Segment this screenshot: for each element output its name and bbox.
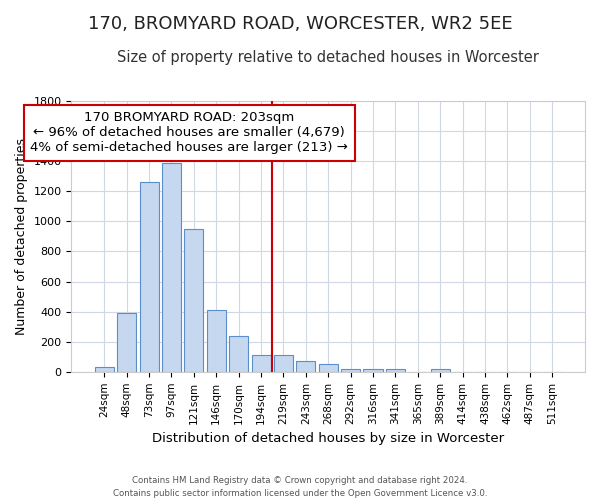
Bar (296, 362, 316, 372)
Y-axis label: Number of detached properties: Number of detached properties (15, 138, 28, 335)
Bar (341, 369, 360, 372)
Bar (251, 354, 271, 372)
Bar (431, 369, 449, 372)
Text: Contains HM Land Registry data © Crown copyright and database right 2024.
Contai: Contains HM Land Registry data © Crown c… (113, 476, 487, 498)
Bar (117, 313, 136, 372)
Text: 170, BROMYARD ROAD, WORCESTER, WR2 5EE: 170, BROMYARD ROAD, WORCESTER, WR2 5EE (88, 15, 512, 33)
Bar (162, 162, 181, 372)
Bar (184, 229, 203, 372)
Bar (274, 354, 293, 372)
Text: 170 BROMYARD ROAD: 203sqm
← 96% of detached houses are smaller (4,679)
4% of sem: 170 BROMYARD ROAD: 203sqm ← 96% of detac… (31, 112, 348, 154)
Bar (364, 369, 383, 372)
Bar (207, 310, 226, 372)
Bar (229, 336, 248, 372)
Bar (140, 182, 158, 372)
X-axis label: Distribution of detached houses by size in Worcester: Distribution of detached houses by size … (152, 432, 504, 445)
Bar (95, 368, 114, 372)
Bar (319, 364, 338, 372)
Bar (386, 369, 405, 372)
Title: Size of property relative to detached houses in Worcester: Size of property relative to detached ho… (117, 50, 539, 65)
